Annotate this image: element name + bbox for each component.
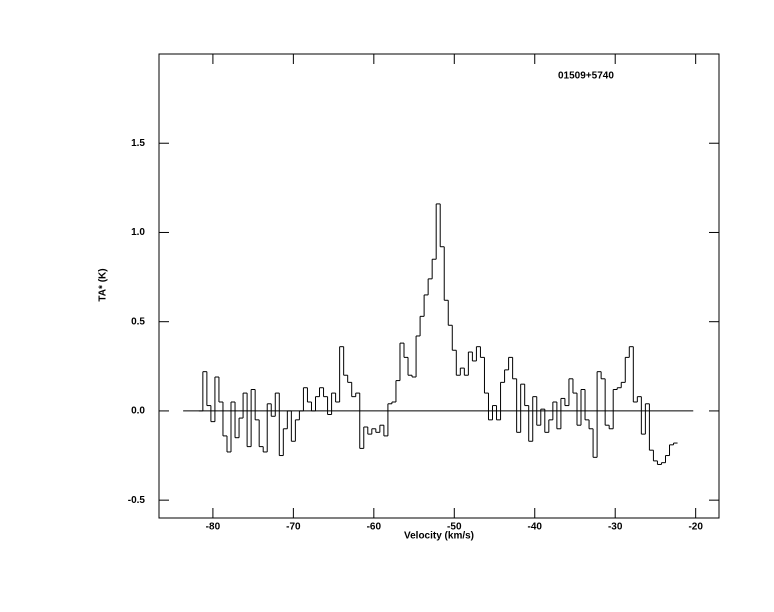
x-tick-label: -80 [206,522,221,533]
x-axis-label: Velocity (km/s) [404,531,474,542]
y-tick-label: -0.5 [128,495,146,506]
x-tick-label: -20 [688,522,703,533]
x-tick-label: -60 [367,522,382,533]
x-tick-label: -70 [286,522,301,533]
chart-title: 01509+5740 [558,71,614,82]
x-tick-label: -30 [608,522,623,533]
x-tick-label: -40 [528,522,543,533]
y-tick-label: 1.0 [131,227,145,238]
x-tick-label: -50 [447,522,462,533]
y-tick-label: 0.0 [131,406,145,417]
y-tick-label: 0.5 [131,316,145,327]
y-axis-label: TA* (K) [98,268,109,301]
plot-frame [158,53,720,519]
y-tick-label: 1.5 [131,138,145,149]
